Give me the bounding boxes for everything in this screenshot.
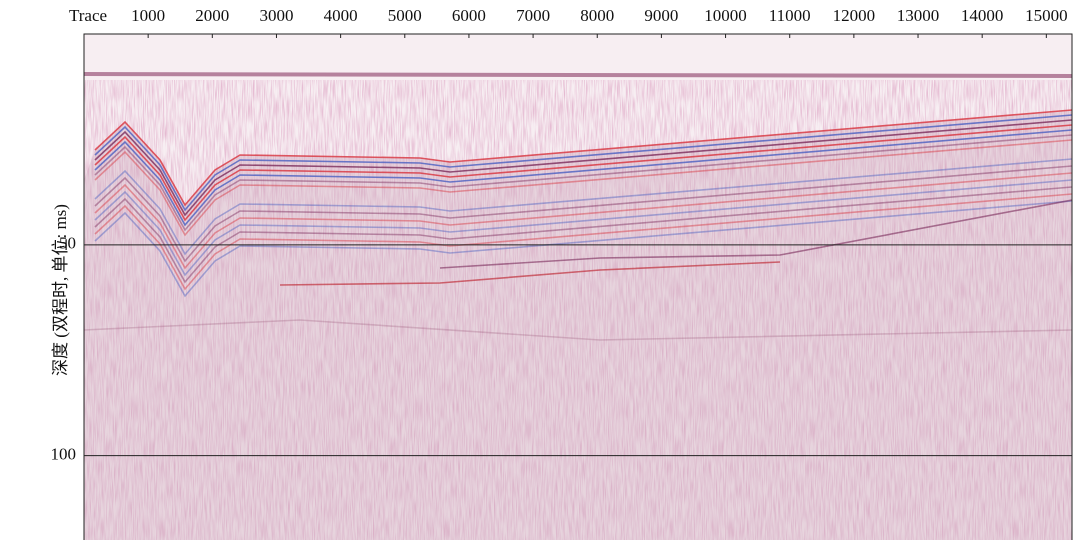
x-tick-label: 4000	[324, 6, 358, 25]
x-tick-label: 9000	[644, 6, 678, 25]
x-tick-label: 13000	[897, 6, 940, 25]
y-tick-label: 50	[59, 234, 76, 253]
x-tick-label: 2000	[195, 6, 229, 25]
x-tick-label: 8000	[580, 6, 614, 25]
y-tick-label: 100	[51, 445, 77, 464]
x-tick-label: 14000	[961, 6, 1004, 25]
x-tick-label: 15000	[1025, 6, 1068, 25]
x-axis-label: Trace	[69, 6, 107, 25]
x-tick-label: 10000	[704, 6, 747, 25]
x-tick-label: 12000	[833, 6, 876, 25]
x-tick-label: 7000	[516, 6, 550, 25]
x-tick-label: 6000	[452, 6, 486, 25]
x-tick-label: 11000	[769, 6, 811, 25]
x-tick-label: 1000	[131, 6, 165, 25]
seismic-image	[84, 34, 1072, 540]
x-tick-label: 5000	[388, 6, 422, 25]
chart: Trace 深度 (双程时, 单位: ms) 1000 2000 3000 4000 5…	[0, 0, 1079, 540]
x-tick-label: 3000	[259, 6, 293, 25]
y-axis-label: 深度 (双程时, 单位: ms)	[51, 204, 70, 376]
